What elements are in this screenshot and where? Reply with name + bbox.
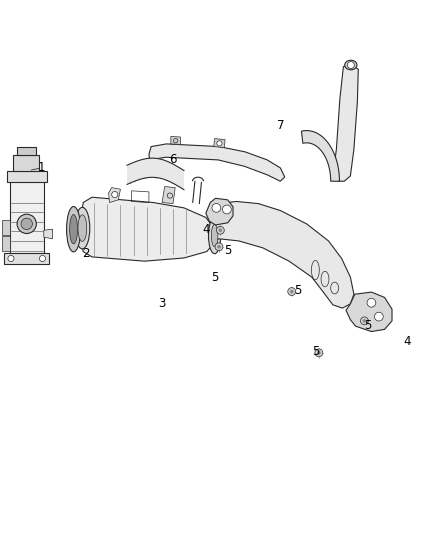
Circle shape: [21, 218, 32, 230]
Polygon shape: [81, 197, 215, 261]
Ellipse shape: [208, 217, 221, 254]
Text: 4: 4: [403, 335, 411, 348]
Polygon shape: [171, 136, 180, 144]
Polygon shape: [333, 64, 358, 181]
Polygon shape: [7, 171, 47, 182]
Text: 2: 2: [81, 247, 89, 260]
Text: 5: 5: [294, 284, 301, 297]
Polygon shape: [162, 187, 175, 204]
Circle shape: [367, 298, 376, 307]
Text: 5: 5: [211, 271, 218, 284]
Circle shape: [212, 204, 221, 212]
Ellipse shape: [78, 215, 87, 241]
Ellipse shape: [75, 207, 90, 249]
Polygon shape: [206, 198, 233, 225]
Polygon shape: [17, 147, 36, 155]
Text: 5: 5: [364, 319, 371, 332]
Circle shape: [8, 255, 14, 262]
Circle shape: [39, 255, 46, 262]
Ellipse shape: [67, 207, 81, 252]
Circle shape: [347, 61, 354, 69]
Ellipse shape: [70, 214, 78, 244]
Polygon shape: [149, 144, 285, 181]
Circle shape: [288, 288, 296, 295]
Circle shape: [315, 349, 323, 357]
Polygon shape: [301, 131, 339, 181]
Polygon shape: [4, 253, 49, 264]
Polygon shape: [215, 201, 354, 308]
Polygon shape: [13, 155, 39, 171]
Circle shape: [290, 290, 293, 293]
Text: 1: 1: [38, 161, 46, 174]
Polygon shape: [10, 179, 44, 256]
Polygon shape: [127, 158, 184, 190]
Polygon shape: [214, 139, 225, 148]
Circle shape: [363, 319, 366, 322]
Polygon shape: [2, 236, 10, 251]
Polygon shape: [109, 188, 120, 203]
Text: 5: 5: [312, 345, 319, 358]
Polygon shape: [44, 229, 53, 239]
Text: 4: 4: [202, 223, 210, 236]
Circle shape: [216, 227, 224, 234]
Circle shape: [374, 312, 383, 321]
Polygon shape: [346, 292, 392, 332]
Circle shape: [223, 205, 231, 214]
Text: 5: 5: [224, 244, 231, 257]
Circle shape: [217, 141, 222, 146]
Circle shape: [215, 243, 223, 251]
Circle shape: [112, 191, 118, 198]
Text: 6: 6: [169, 154, 177, 166]
Circle shape: [17, 214, 36, 233]
Text: 7: 7: [276, 119, 284, 132]
Circle shape: [317, 351, 321, 354]
Polygon shape: [2, 220, 10, 235]
Ellipse shape: [345, 60, 357, 70]
Ellipse shape: [211, 224, 218, 247]
Circle shape: [217, 245, 221, 248]
Text: 3: 3: [159, 297, 166, 310]
Circle shape: [219, 229, 222, 232]
Circle shape: [360, 317, 368, 325]
